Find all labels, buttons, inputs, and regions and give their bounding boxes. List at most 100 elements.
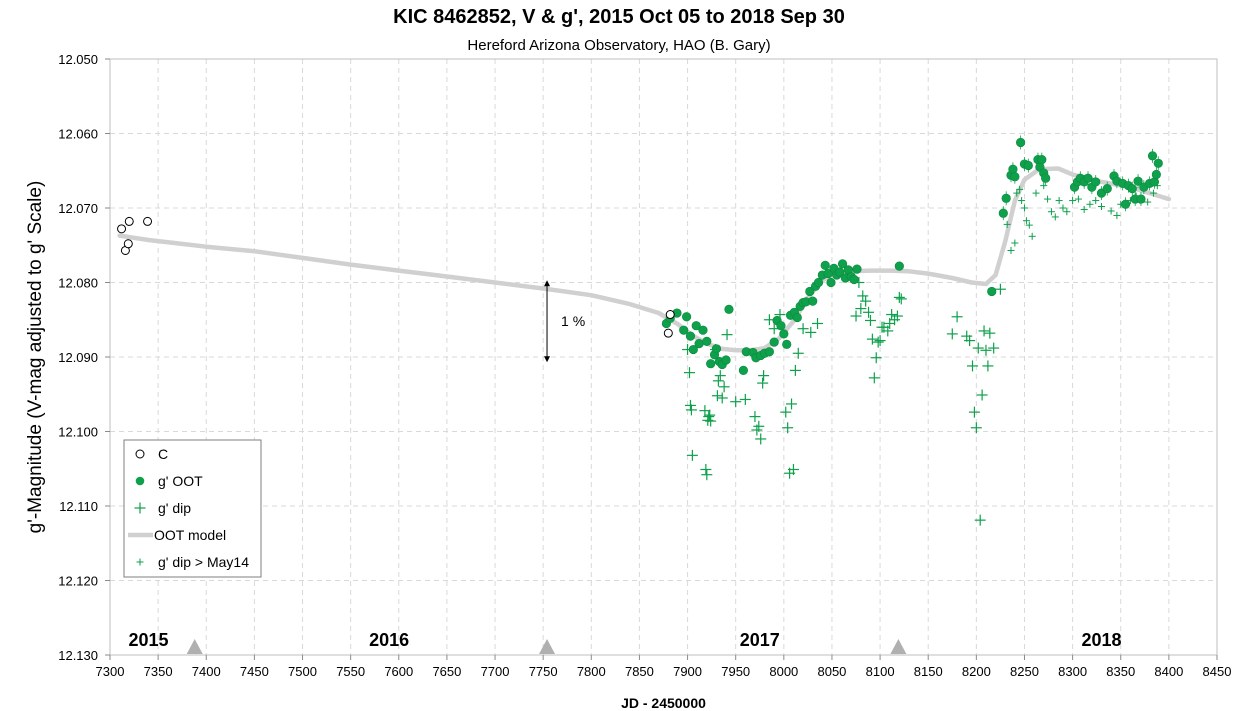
g-dip-point: [980, 344, 992, 356]
c-point: [663, 328, 673, 338]
g-dip-point: [857, 290, 869, 302]
g-dip-point: [758, 370, 770, 382]
g-oot-series: [661, 135, 1163, 376]
g-dip-point: [685, 404, 697, 416]
g-oot-point: [1133, 176, 1143, 186]
g-dip-point: [757, 377, 769, 389]
g-dip-may14-point: [1144, 198, 1152, 206]
g-dip-point: [893, 291, 905, 303]
year-boundary-marker: [890, 639, 907, 654]
x-tick-label: 8300: [1058, 664, 1087, 679]
g-oot-point: [1010, 172, 1020, 182]
g-oot-point: [823, 268, 833, 279]
legend-label: C: [158, 446, 168, 462]
c-series: [117, 216, 675, 338]
y-tick-label: 12.090: [58, 350, 98, 365]
g-dip-point: [721, 329, 733, 341]
g-dip-point: [961, 330, 973, 342]
g-dip-series: [682, 277, 1006, 526]
g-dip-point: [753, 420, 765, 432]
g-oot-point: [813, 277, 824, 288]
y-tick-label: 12.110: [59, 499, 98, 514]
g-dip-may14-point: [1011, 239, 1019, 247]
g-dip-may14-point: [1007, 246, 1015, 254]
g-dip-point: [946, 328, 958, 340]
g-oot-point: [698, 325, 708, 335]
g-dip-may14-point: [1149, 189, 1157, 197]
legend-label: g' dip: [158, 500, 191, 516]
g-dip-may14-point: [1020, 204, 1028, 212]
x-tick-label: 7400: [192, 664, 221, 679]
g-dip-may14-point: [1055, 197, 1063, 205]
g-dip-may14-point: [1047, 208, 1055, 216]
g-dip-point: [863, 306, 875, 318]
x-axis-label: JD - 2450000: [621, 695, 706, 711]
g-dip-point: [700, 463, 712, 475]
g-dip-point: [716, 392, 728, 404]
y-axis-label: g'-Magnitude (V-mag adjusted to g' Scale…: [25, 181, 46, 534]
g-oot-point: [1120, 199, 1131, 209]
x-tick-label: 7950: [721, 664, 750, 679]
g-oot-point: [738, 365, 748, 376]
g-oot-point: [685, 331, 696, 341]
g-dip-may14-point: [1032, 189, 1040, 197]
x-tick-label: 7900: [673, 664, 702, 679]
g-oot-point: [808, 296, 818, 306]
g-dip-point: [988, 342, 1000, 354]
g-dip-point: [855, 303, 867, 315]
g-dip-point: [699, 405, 711, 417]
g-dip-point: [866, 333, 878, 345]
g-dip-point: [711, 390, 723, 402]
x-tick-label: 8200: [962, 664, 991, 679]
g-dip-may14-point: [1003, 220, 1011, 228]
x-tick-label: 8050: [817, 664, 846, 679]
g-oot-point: [826, 277, 836, 288]
g-oot-point: [1136, 194, 1146, 204]
g-dip-point: [891, 310, 903, 322]
g-oot-point: [694, 338, 704, 349]
g-oot-point: [792, 312, 802, 323]
g-dip-may14-point: [1018, 197, 1026, 205]
g-dip-point: [966, 360, 978, 372]
year-label: 2016: [369, 630, 409, 650]
g-dip-may14-point: [1113, 211, 1121, 219]
g-dip-point: [701, 469, 713, 481]
axis-ticks: 7300 7350 7400 7450 7500 7550 7600 7650 7700 7750…: [58, 52, 1231, 679]
g-oot-point: [835, 267, 845, 277]
g-oot-point: [1083, 173, 1093, 183]
one-percent-arrow-head-bottom: [544, 356, 551, 363]
g-dip-point: [972, 342, 984, 354]
g-dip-point: [730, 396, 742, 408]
g-dip-may14-point: [1013, 189, 1021, 197]
g-dip-point: [872, 336, 884, 348]
c-point: [117, 224, 127, 234]
g-dip-point: [812, 317, 824, 329]
g-dip-may14-point: [1059, 204, 1067, 212]
g-oot-point: [1001, 193, 1011, 203]
g-oot-point: [1147, 151, 1158, 161]
g-oot-point: [1016, 137, 1026, 148]
g-oot-point: [711, 344, 722, 354]
y-tick-label: 12.120: [58, 574, 98, 589]
chart-title: KIC 8462852, V & g', 2015 Oct 05 to 2018…: [393, 6, 845, 28]
g-oot-point: [702, 336, 712, 346]
x-tick-label: 7800: [577, 664, 606, 679]
g-dip-point: [718, 381, 730, 393]
g-oot-point: [769, 337, 779, 347]
x-tick-label: 8000: [769, 664, 798, 679]
g-dip-may14-point: [1074, 195, 1082, 203]
year-label: 2015: [128, 630, 168, 650]
x-tick-label: 7650: [432, 664, 461, 679]
g-dip-point: [739, 393, 751, 405]
g-dip-point: [951, 311, 963, 323]
g-dip-point: [850, 310, 862, 322]
g-dip-point: [864, 314, 876, 326]
g-dip-point: [712, 375, 724, 387]
legend-c-marker: [135, 449, 145, 459]
g-dip-may14-point: [1022, 217, 1030, 225]
x-tick-label: 7300: [96, 664, 125, 679]
g-dip-may14-point: [1028, 232, 1036, 240]
g-dip-point: [978, 325, 990, 337]
g-dip-point: [755, 433, 767, 445]
g-dip-point: [780, 406, 792, 418]
